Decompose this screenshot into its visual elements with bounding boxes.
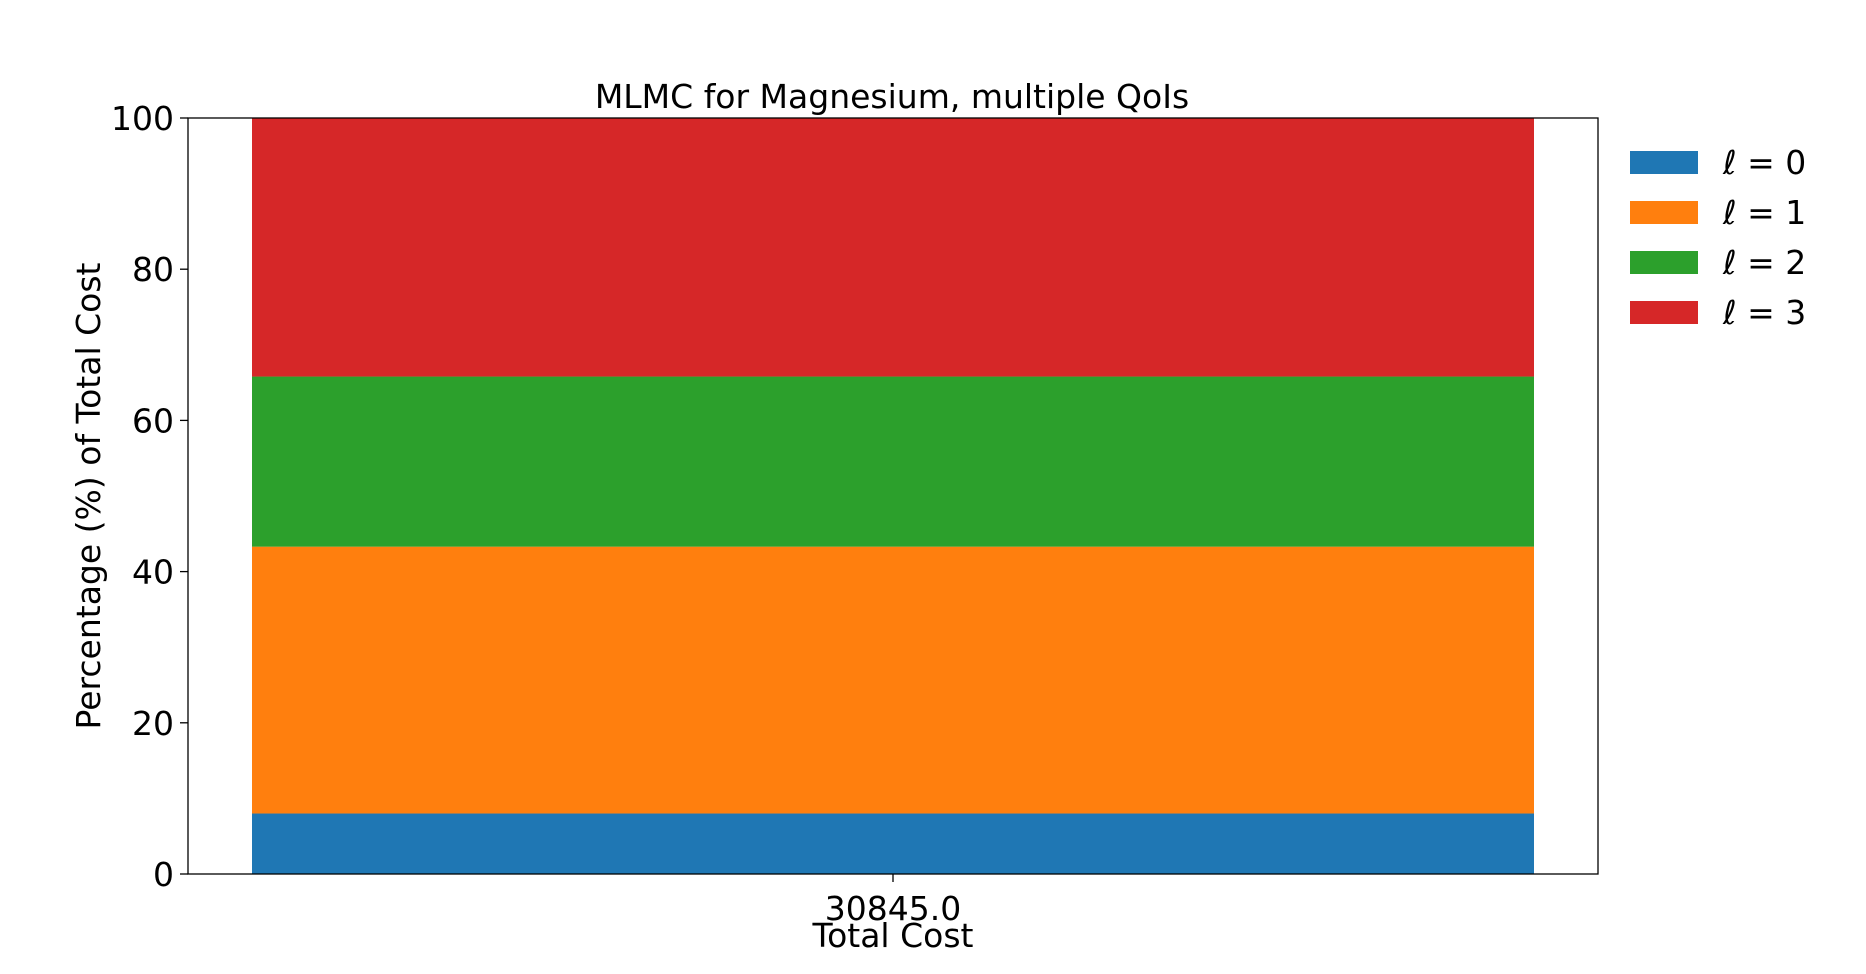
- y-axis-label: Percentage (%) of Total Cost: [69, 262, 108, 729]
- x-tick-label: 30845.0: [825, 889, 961, 928]
- bar-segment-level-3: [252, 118, 1534, 377]
- y-tick-label: 40: [132, 553, 174, 592]
- y-tick-label: 60: [132, 401, 174, 440]
- legend-label-level-1: ℓ = 1: [1722, 193, 1806, 232]
- y-axis-ticks: 0 20 40 60 80 100: [111, 99, 188, 894]
- legend-label-level-2: ℓ = 2: [1722, 243, 1806, 282]
- x-axis-label: Total Cost: [812, 916, 974, 955]
- bar-stack: [252, 118, 1534, 874]
- y-tick-label: 80: [132, 250, 174, 289]
- legend-swatch-level-3: [1630, 301, 1698, 324]
- x-axis-ticks: 30845.0: [825, 874, 961, 928]
- legend-swatch-level-0: [1630, 151, 1698, 174]
- bar-segment-level-2: [252, 376, 1534, 547]
- bar-segment-level-1: [252, 546, 1534, 814]
- bar-segment-level-0: [252, 813, 1534, 874]
- legend-swatch-level-1: [1630, 201, 1698, 224]
- legend-label-level-0: ℓ = 0: [1722, 143, 1806, 182]
- legend-swatch-level-2: [1630, 251, 1698, 274]
- y-tick-label: 100: [111, 99, 174, 138]
- legend: ℓ = 0 ℓ = 1 ℓ = 2 ℓ = 3: [1630, 143, 1806, 332]
- plot-frame: [187, 117, 1599, 875]
- y-tick-label: 0: [153, 855, 174, 894]
- y-tick-label: 20: [132, 704, 174, 743]
- legend-label-level-3: ℓ = 3: [1722, 293, 1806, 332]
- chart-title: MLMC for Magnesium, multiple QoIs: [595, 77, 1189, 116]
